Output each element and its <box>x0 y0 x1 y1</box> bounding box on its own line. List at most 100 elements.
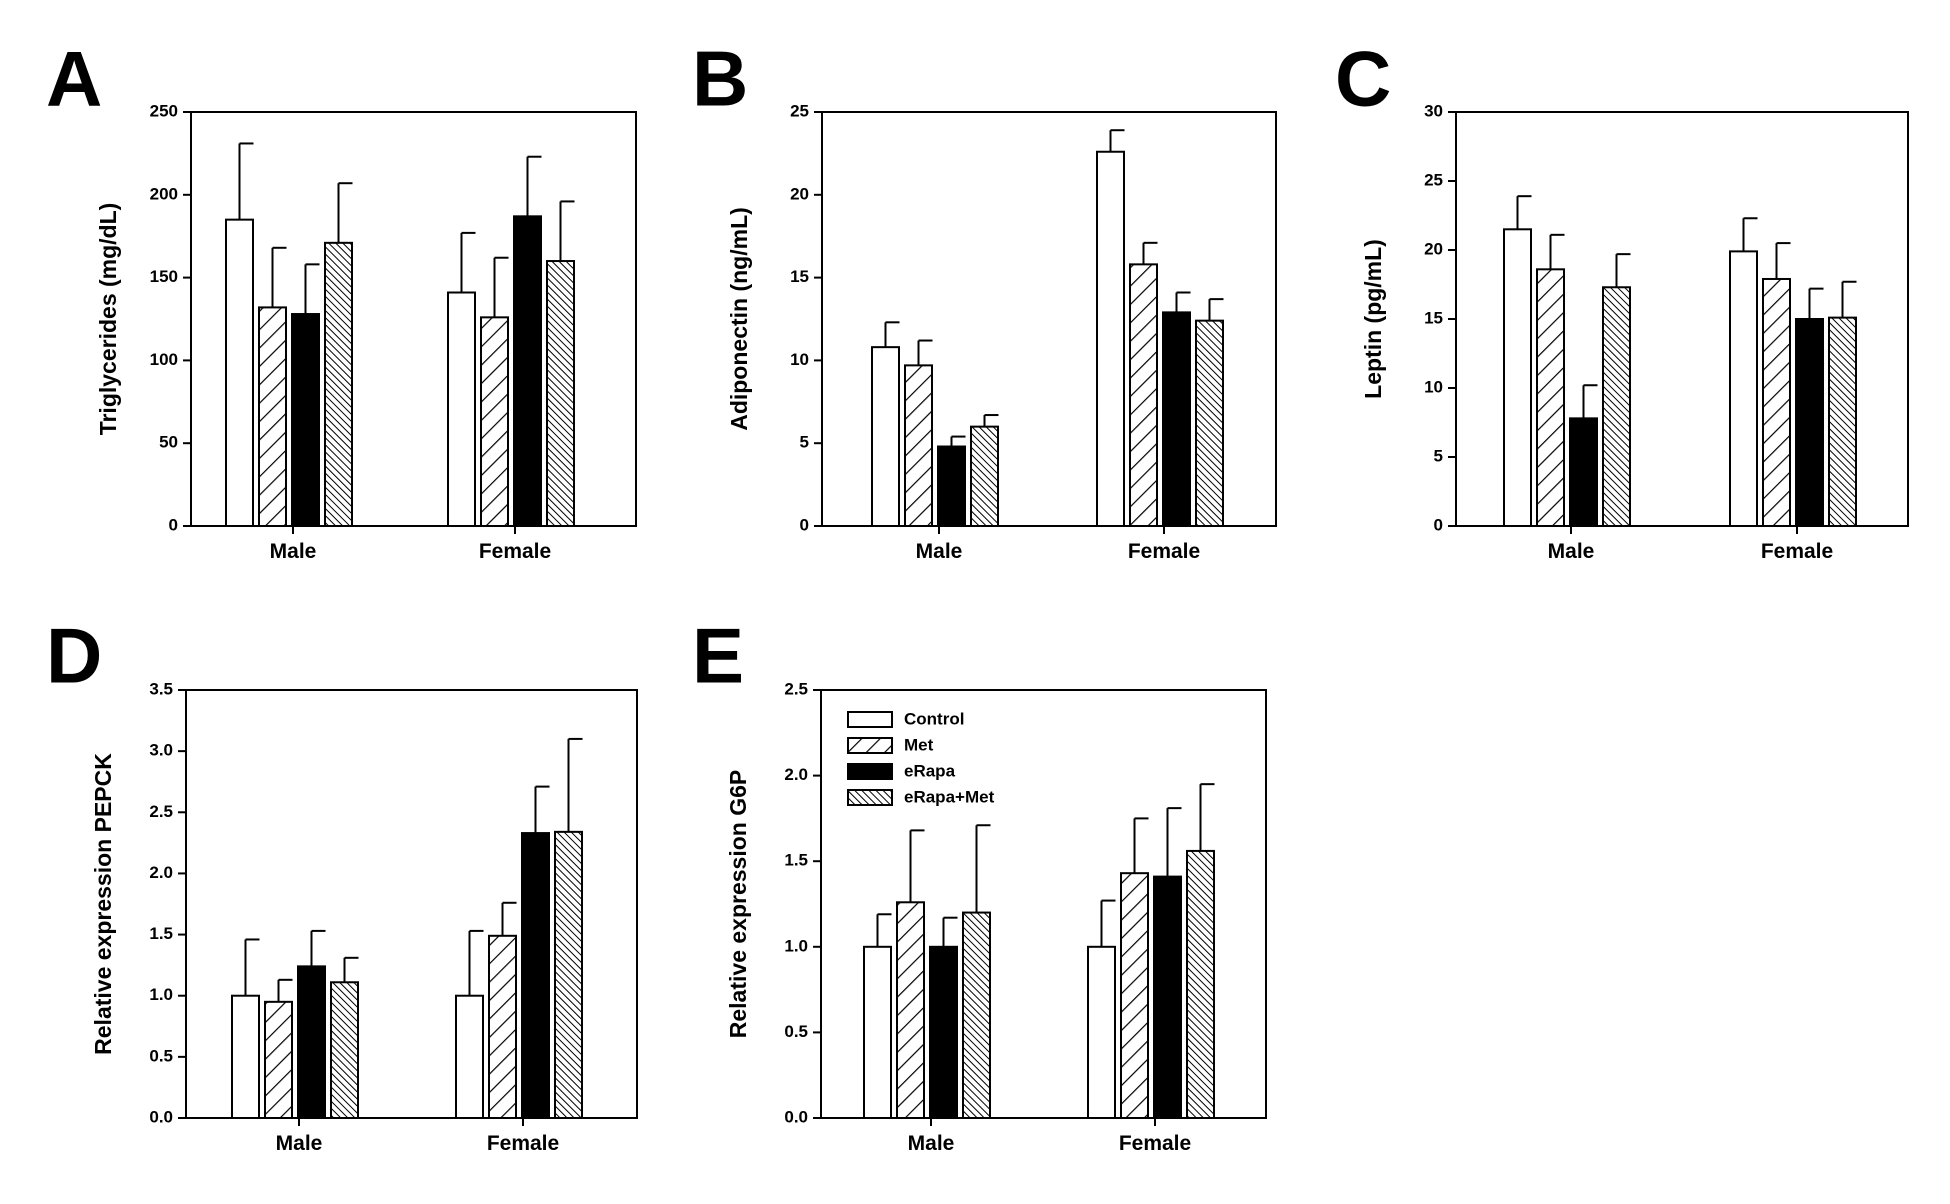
bar-control <box>1096 150 1125 528</box>
bar-control <box>447 291 476 527</box>
y-tick-label: 1.5 <box>149 924 173 943</box>
plot-frame <box>820 689 1267 1119</box>
panel-b: B 0 5 10 15 20 25 Adiponectin (ng/mL) Male Female <box>692 35 1277 563</box>
bar-erapa <box>513 215 542 527</box>
y-tick-label: 0.5 <box>784 1022 808 1041</box>
bar-met <box>1120 872 1149 1120</box>
x-category-label: Female <box>1761 540 1833 563</box>
panel-letter: C <box>1335 35 1391 123</box>
panel-letter: E <box>692 612 744 700</box>
y-axis-label: Relative expression G6P <box>725 770 751 1038</box>
legend-label: Control <box>904 709 964 728</box>
y-tick-label: 150 <box>150 267 178 286</box>
legend-swatch-erapa <box>847 763 893 780</box>
panel-c: C 0 5 10 15 20 25 30 Leptin (pg/mL) Male Female <box>1335 35 1909 563</box>
y-tick-label: 2.0 <box>784 765 808 784</box>
legend-swatch-met <box>847 737 893 754</box>
y-tick-label: 100 <box>150 350 178 369</box>
bar-erapa-met <box>970 425 999 528</box>
x-category-label: Male <box>908 1132 955 1155</box>
bar-erapa-met <box>546 260 575 527</box>
y-tick-label: 2.0 <box>149 863 173 882</box>
y-tick-label: 20 <box>1424 239 1443 258</box>
y-tick-label: 15 <box>1424 308 1443 327</box>
panel-d: D 0.0 0.5 1.0 1.5 2.0 2.5 3.0 3.5 Relative expres… <box>46 612 638 1155</box>
bar-erapa <box>1569 417 1598 527</box>
panel-e: E 0.0 0.5 1.0 1.5 2.0 2.5 Relative expression G… <box>692 612 1267 1155</box>
y-tick-label: 250 <box>150 101 178 120</box>
y-tick-label: 2.5 <box>149 802 173 821</box>
bar-met <box>480 316 509 527</box>
bar-control <box>1087 945 1116 1119</box>
x-category-label: Male <box>1548 540 1595 563</box>
bar-control <box>225 218 254 527</box>
y-tick-label: 0.5 <box>149 1046 173 1065</box>
plot-frame <box>190 111 637 527</box>
bar-erapa <box>1153 875 1182 1119</box>
bar-erapa-met <box>1602 286 1631 528</box>
legend-swatch-erapa-met <box>847 789 893 806</box>
bar-erapa-met <box>1195 319 1224 527</box>
y-tick-label: 1.5 <box>784 851 808 870</box>
bar-erapa-met <box>962 911 991 1119</box>
bar-erapa <box>297 965 326 1120</box>
panel-letter: B <box>692 35 748 123</box>
y-tick-label: 0.0 <box>149 1107 173 1126</box>
bar-met <box>1129 263 1158 527</box>
legend-swatch-control <box>847 711 893 728</box>
bar-erapa <box>937 445 966 527</box>
y-tick-label: 5 <box>1434 446 1443 465</box>
x-category-label: Female <box>1119 1132 1191 1155</box>
bar-erapa-met <box>554 830 583 1119</box>
bar-erapa-met <box>324 241 353 527</box>
y-tick-label: 10 <box>1424 377 1443 396</box>
bar-control <box>455 994 484 1120</box>
legend: Control Met eRapa eRapa+Met <box>847 709 995 806</box>
panel-letter: A <box>46 35 102 123</box>
bar-met <box>488 934 517 1120</box>
y-tick-label: 3.0 <box>149 741 173 760</box>
y-tick-label: 5 <box>800 433 809 452</box>
y-tick-label: 0 <box>1434 515 1443 534</box>
y-tick-label: 1.0 <box>149 985 173 1004</box>
y-tick-label: 2.5 <box>784 679 808 698</box>
legend-label: eRapa+Met <box>904 787 995 806</box>
plot-frame <box>821 111 1277 527</box>
bar-erapa-met <box>1186 849 1215 1119</box>
panel-a: A 0 50 100 150 200 250 Triglycerides (mg/dL) Mal… <box>46 35 637 563</box>
y-axis-label: Leptin (pg/mL) <box>1360 239 1386 399</box>
bar-control <box>1503 228 1532 528</box>
y-axis-label: Relative expression PEPCK <box>90 753 116 1055</box>
y-tick-label: 1.0 <box>784 936 808 955</box>
bar-met <box>1536 268 1565 527</box>
bar-met <box>258 306 287 527</box>
bar-met <box>1762 277 1791 528</box>
y-tick-label: 50 <box>159 433 178 452</box>
bar-control <box>231 994 260 1120</box>
bar-erapa <box>1795 318 1824 527</box>
x-category-label: Male <box>276 1132 323 1155</box>
y-axis-label: Adiponectin (ng/mL) <box>726 207 752 431</box>
bar-erapa-met <box>330 981 359 1120</box>
bar-erapa <box>291 313 320 528</box>
bar-erapa <box>521 832 550 1119</box>
bar-control <box>863 945 892 1119</box>
legend-label: eRapa <box>904 761 956 780</box>
y-tick-label: 25 <box>1424 170 1443 189</box>
y-tick-label: 0 <box>800 515 809 534</box>
legend-label: Met <box>904 735 934 754</box>
x-category-label: Female <box>1128 540 1200 563</box>
y-axis-label: Triglycerides (mg/dL) <box>95 203 121 436</box>
bar-erapa <box>929 945 958 1119</box>
y-tick-label: 20 <box>790 184 809 203</box>
y-tick-label: 0 <box>169 515 178 534</box>
plot-frame <box>185 689 638 1119</box>
bar-control <box>1729 250 1758 527</box>
y-tick-label: 25 <box>790 101 809 120</box>
bar-met <box>896 901 925 1120</box>
y-tick-label: 10 <box>790 350 809 369</box>
x-category-label: Female <box>479 540 551 563</box>
y-tick-label: 15 <box>790 267 809 286</box>
